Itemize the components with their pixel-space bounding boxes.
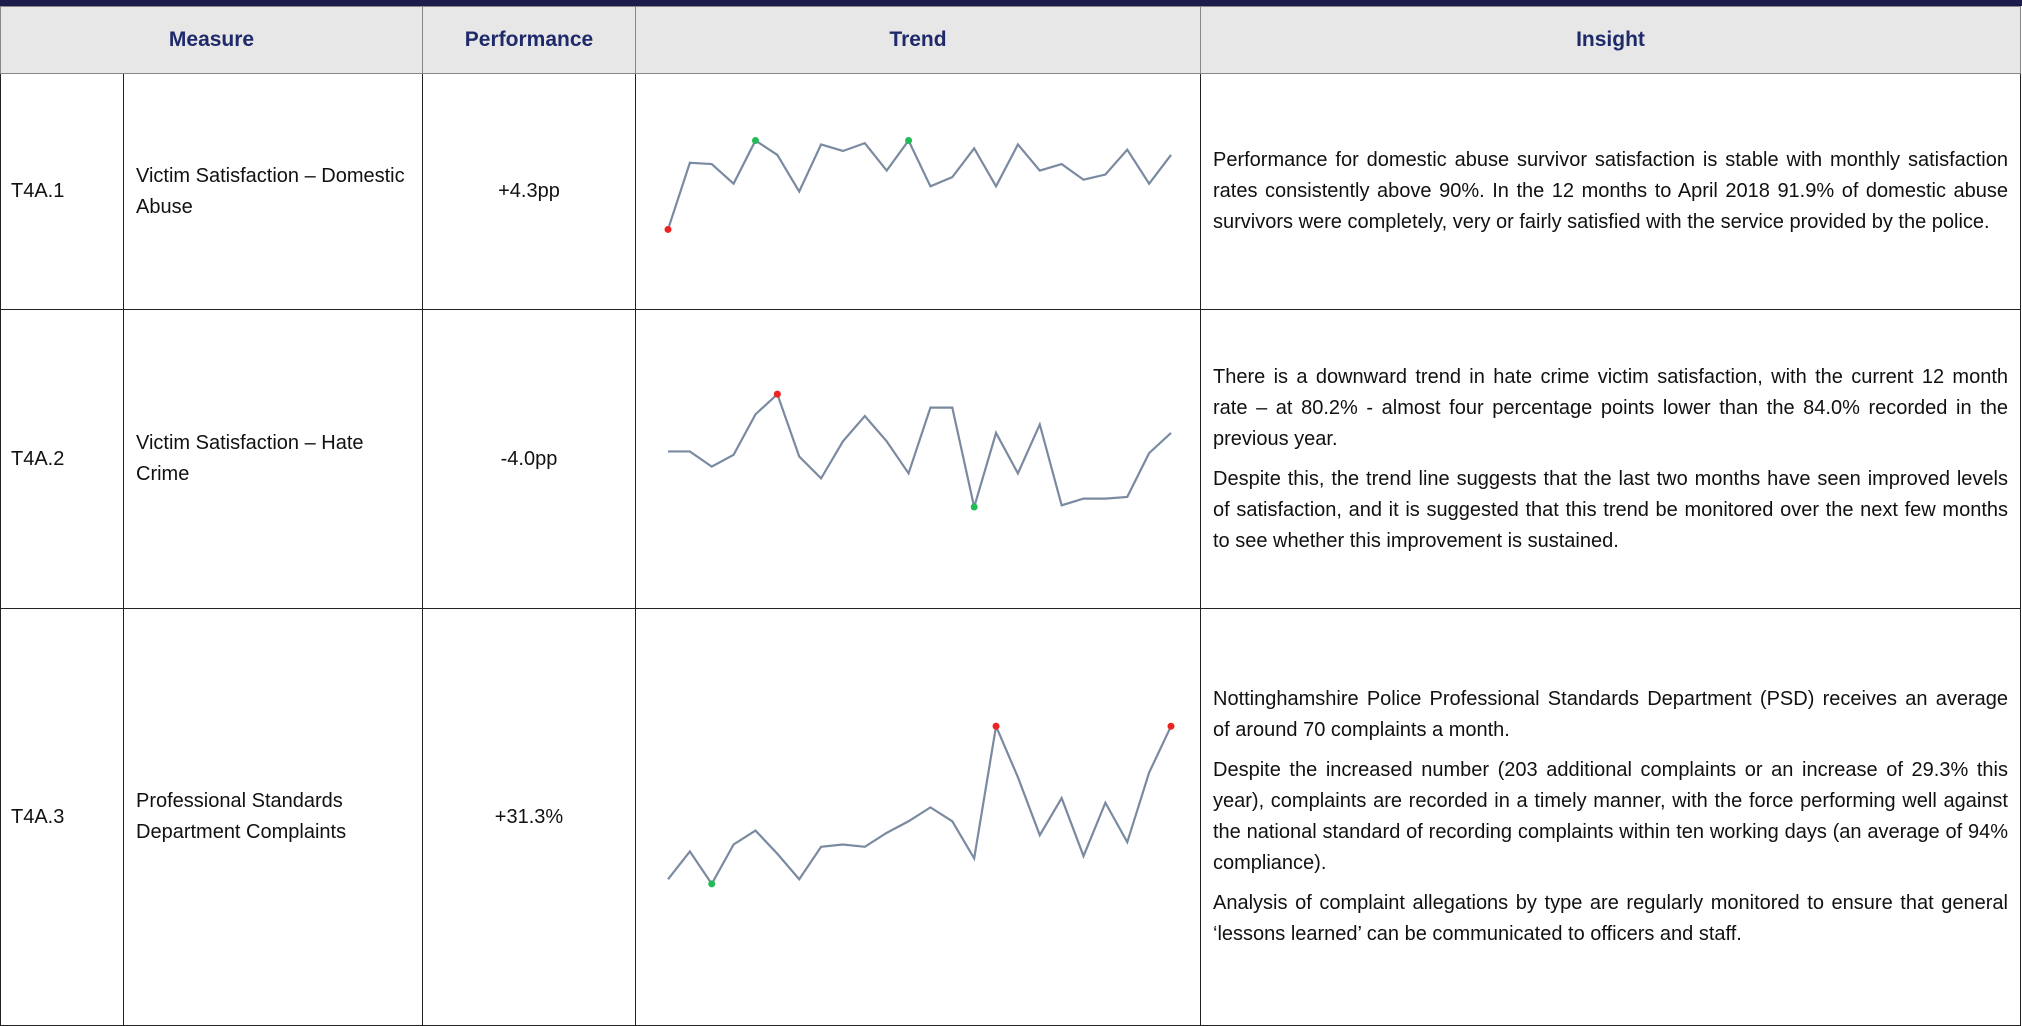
high-point xyxy=(1167,722,1175,730)
insight-paragraph: Performance for domestic abuse survivor … xyxy=(1213,149,2008,233)
high-point xyxy=(992,722,1000,730)
kpi-table: Measure Performance Trend Insight T4A.1 V… xyxy=(0,6,2021,1026)
trend-cell xyxy=(635,73,1201,310)
header-cell: Performance xyxy=(422,6,636,74)
insight-cell: There is a downward trend in hate crime … xyxy=(1200,309,2021,609)
table-body: T4A.1 Victim Satisfaction – Domestic Abus… xyxy=(0,73,2021,1026)
sparkline xyxy=(668,390,1172,511)
table-row: T4A.1 Victim Satisfaction – Domestic Abus… xyxy=(0,73,2021,310)
low-point xyxy=(664,225,672,233)
measure-code: T4A.2 xyxy=(0,309,124,609)
header-cell: Insight xyxy=(1200,6,2021,74)
high-point xyxy=(773,390,781,398)
trend-cell xyxy=(635,309,1201,609)
insight-paragraph: Despite this, the trend line suggests th… xyxy=(1213,467,2008,552)
high-point xyxy=(751,136,759,144)
sparkline-line xyxy=(668,391,1172,507)
insight-cell: Performance for domestic abuse survivor … xyxy=(1200,73,2021,310)
insight-paragraph: There is a downward trend in hate crime … xyxy=(1213,365,2008,450)
insight-cell: Nottinghamshire Police Professional Stan… xyxy=(1200,608,2021,1026)
low-point xyxy=(708,879,716,887)
table-row: T4A.3 Professional Standards Department C… xyxy=(0,608,2021,1026)
insight-paragraph: Despite the increased number (203 additi… xyxy=(1213,759,2008,874)
table-row: T4A.2 Victim Satisfaction – Hate Crime -4.… xyxy=(0,309,2021,609)
measure-name: Victim Satisfaction – Domestic Abuse xyxy=(123,73,423,310)
sparkline-line xyxy=(667,721,1172,886)
insight-paragraph: Nottinghamshire Police Professional Stan… xyxy=(1213,688,2008,741)
sparkline-line xyxy=(666,137,1172,230)
performance: +4.3pp xyxy=(422,73,636,310)
insight-paragraph: Analysis of complaint allegations by typ… xyxy=(1213,892,2008,945)
trend-cell xyxy=(635,608,1201,1026)
performance: +31.3% xyxy=(422,608,636,1026)
header-cell: Trend xyxy=(635,6,1201,74)
sparkline xyxy=(667,721,1175,887)
header-row: Measure Performance Trend Insight xyxy=(0,6,2021,74)
measure-code: T4A.3 xyxy=(0,608,124,1026)
performance: -4.0pp xyxy=(422,309,636,609)
sparkline xyxy=(664,136,1172,233)
measure-name: Victim Satisfaction – Hate Crime xyxy=(123,309,423,609)
high-point xyxy=(905,136,913,144)
header-cell: Measure xyxy=(0,6,423,74)
measure-name: Professional Standards Department Compla… xyxy=(123,608,423,1026)
measure-code: T4A.1 xyxy=(0,73,124,310)
low-point xyxy=(970,503,978,511)
